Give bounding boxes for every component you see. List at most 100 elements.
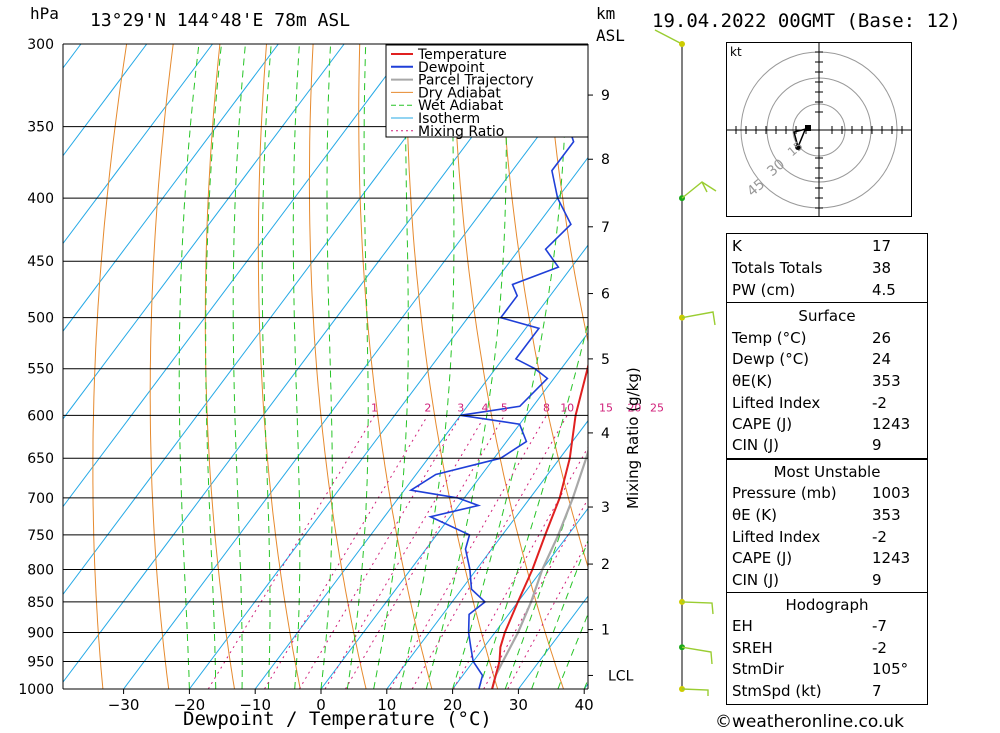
isotherm-line: [452, 507, 588, 689]
mixing-ratio-axis-title: Mixing Ratio (g/kg): [624, 367, 642, 509]
mixing-ratio-value-label: 25: [650, 401, 664, 414]
wind-barb: [681, 646, 713, 665]
surface-label: CIN (J): [732, 436, 780, 454]
isotherm-line: [63, 44, 411, 508]
mu-label: CIN (J): [732, 571, 780, 589]
height-km-label: 8: [601, 152, 610, 168]
surface-value: 9: [872, 436, 882, 454]
x-tick-label: −30: [108, 696, 140, 714]
wet-adiabat-line: [478, 320, 588, 689]
dry-adiabat-line: [149, 44, 174, 689]
mixing-ratio-value-label: 5: [501, 401, 508, 414]
index-value: 38: [872, 259, 892, 277]
isotherm-line: [386, 419, 588, 689]
indices-panel: K 17 Totals Totals 38 PW (cm) 4.5: [726, 233, 928, 304]
asl-unit-label: ASL: [596, 26, 625, 45]
mixing-ratio-value-label: 4: [482, 401, 489, 414]
mixing-ratio-line: [298, 415, 462, 689]
mu-label: θE (K): [732, 506, 777, 524]
pressure-tick-label: 400: [27, 191, 54, 207]
legend-label: Mixing Ratio: [418, 124, 504, 140]
dry-adiabat-line: [257, 44, 301, 689]
mixing-ratio-value-label: 20: [627, 401, 641, 414]
lcl-label: LCL: [608, 668, 634, 684]
pressure-tick-label: 550: [27, 362, 54, 378]
isotherm-line: [63, 44, 279, 332]
wet-adiabat-line: [292, 44, 301, 689]
mixing-ratio-value-label: 10: [560, 401, 574, 414]
pressure-tick-label: 700: [27, 491, 54, 507]
wet-adiabat-line: [452, 44, 568, 689]
hodo-label: SREH: [732, 639, 773, 657]
height-km-label: 6: [601, 287, 610, 303]
mu-value: 9: [872, 571, 882, 589]
legend-label: Temperature: [417, 47, 507, 63]
mixing-ratio-value-label: 2: [424, 401, 431, 414]
index-value: 4.5: [872, 281, 896, 299]
pressure-tick-label: 1000: [18, 682, 54, 698]
mixing-ratio-value-label: 3: [457, 401, 464, 414]
legend-label: Parcel Trajectory: [418, 73, 534, 89]
x-tick-label: 10: [377, 696, 396, 714]
hodo-value: 105°: [872, 660, 909, 678]
most-unstable-title: Most Unstable: [773, 463, 881, 481]
isotherm-line: [320, 332, 588, 689]
hodo-label: StmDir: [732, 660, 784, 678]
pressure-tick-label: 850: [27, 595, 54, 611]
datetime-title: 19.04.2022 00GMT (Base: 12): [652, 10, 961, 32]
x-axis-title: Dewpoint / Temperature (°C): [183, 708, 492, 730]
mixing-ratio-line: [483, 497, 588, 689]
copyright-footer: ©weatheronline.co.uk: [715, 712, 905, 732]
legend-label: Wet Adiabat: [418, 98, 504, 114]
surface-panel: Surface Temp (°C) 26 Dewp (°C) 24 θE(K) 353…: [726, 302, 928, 459]
most-unstable-panel: Most Unstable Pressure (mb) 1003 θE (K) 35…: [726, 459, 928, 594]
x-tick-label: 40: [575, 696, 594, 714]
legend-label: Isotherm: [418, 111, 480, 127]
height-km-label: 4: [601, 426, 610, 442]
hodo-value: -2: [872, 639, 887, 657]
mixing-ratio-line: [452, 446, 588, 689]
pressure-tick-label: 500: [27, 311, 54, 327]
hodograph-title: Hodograph: [785, 596, 869, 614]
isotherm-line: [254, 244, 588, 689]
isotherm-line: [123, 68, 588, 689]
isotherm-line: [63, 44, 477, 596]
height-km-label: 3: [601, 500, 610, 516]
isotherm-line: [63, 44, 148, 157]
mu-label: CAPE (J): [732, 549, 793, 567]
mixing-ratio-line: [345, 415, 505, 689]
pressure-tick-label: 600: [27, 408, 54, 424]
pressure-tick-label: 350: [27, 120, 54, 136]
mu-value: -2: [872, 528, 887, 546]
mu-value: 1003: [872, 484, 911, 502]
dry-adiabat-line: [545, 44, 588, 344]
pressure-tick-label: 300: [27, 37, 54, 53]
pressure-tick-label: 750: [27, 528, 54, 544]
mixing-ratio-line: [264, 415, 429, 689]
height-km-label: 1: [601, 623, 610, 639]
wind-barb: [681, 311, 716, 326]
pressure-tick-label: 950: [27, 655, 54, 671]
pressure-tick-label: 800: [27, 562, 54, 578]
x-tick-label: −20: [174, 696, 206, 714]
legend-label: Dewpoint: [418, 60, 485, 76]
isotherm-line: [63, 44, 213, 245]
wind-barb: [654, 29, 683, 45]
x-tick-label: −10: [239, 696, 271, 714]
wet-adiabat-line: [531, 539, 588, 689]
isotherm-line: [63, 44, 542, 683]
mixing-ratio-line: [389, 415, 547, 689]
index-value: 17: [872, 237, 892, 255]
hodograph-unit-label: kt: [730, 45, 742, 59]
location-title: 13°29'N 144°48'E 78m ASL: [90, 10, 351, 31]
surface-label: Temp (°C): [732, 329, 807, 347]
hodograph: kt 15 30 45: [726, 42, 912, 217]
pressure-tick-label: 900: [27, 626, 54, 642]
mu-label: Lifted Index: [732, 528, 821, 546]
hodo-value: 7: [872, 682, 882, 700]
dewpoint-profile-line: [408, 44, 588, 689]
dry-adiabat-line: [204, 44, 235, 689]
mu-value: 1243: [872, 549, 911, 567]
